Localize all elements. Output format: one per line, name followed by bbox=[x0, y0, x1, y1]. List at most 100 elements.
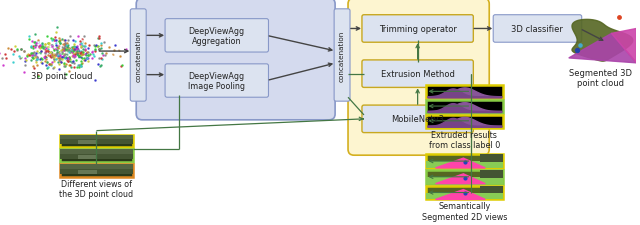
Point bbox=[22, 58, 33, 61]
Point bbox=[116, 64, 127, 68]
Point bbox=[110, 45, 120, 48]
Point bbox=[30, 56, 40, 59]
Point bbox=[44, 42, 54, 46]
Point bbox=[57, 57, 67, 61]
Point bbox=[50, 63, 60, 67]
Bar bbox=[60, 164, 133, 177]
Point bbox=[63, 70, 74, 73]
Point bbox=[67, 48, 77, 51]
Point bbox=[42, 48, 52, 52]
Point bbox=[116, 65, 126, 68]
Point bbox=[90, 50, 100, 53]
Point bbox=[54, 40, 64, 44]
Bar bbox=[426, 86, 503, 99]
Bar bbox=[426, 170, 503, 184]
Bar bbox=[60, 164, 133, 169]
Point bbox=[29, 33, 40, 36]
Point bbox=[26, 52, 36, 56]
Point bbox=[0, 57, 6, 61]
Point bbox=[31, 42, 42, 45]
Point bbox=[59, 48, 69, 51]
Point bbox=[94, 37, 104, 40]
Point bbox=[60, 63, 70, 67]
Point bbox=[59, 48, 69, 52]
Point bbox=[51, 42, 61, 45]
Point bbox=[36, 61, 47, 64]
Point bbox=[76, 65, 86, 69]
Point bbox=[40, 48, 50, 52]
Point bbox=[20, 59, 31, 63]
Point bbox=[63, 60, 73, 63]
Bar bbox=[60, 155, 133, 159]
Point bbox=[96, 64, 106, 68]
Point bbox=[60, 45, 70, 49]
Point bbox=[56, 49, 66, 52]
FancyBboxPatch shape bbox=[131, 10, 146, 102]
Point bbox=[78, 51, 88, 55]
Point bbox=[29, 41, 40, 45]
Bar bbox=[60, 169, 133, 174]
Bar bbox=[60, 150, 133, 162]
Point bbox=[3, 47, 13, 51]
Point bbox=[36, 50, 46, 53]
Point bbox=[58, 56, 68, 59]
Point bbox=[73, 51, 83, 55]
Point bbox=[36, 45, 46, 49]
Point bbox=[24, 54, 34, 58]
Point bbox=[57, 49, 67, 52]
Point bbox=[47, 44, 57, 47]
Point bbox=[69, 43, 79, 46]
Point bbox=[69, 66, 79, 70]
Point bbox=[77, 45, 87, 49]
Point bbox=[26, 46, 36, 50]
Point bbox=[26, 63, 36, 67]
Point bbox=[87, 50, 97, 54]
Point bbox=[72, 47, 82, 51]
Point bbox=[60, 47, 70, 50]
Point bbox=[63, 49, 74, 52]
Point bbox=[29, 51, 39, 54]
Point bbox=[72, 66, 82, 70]
Point bbox=[57, 51, 67, 54]
Point bbox=[45, 64, 56, 68]
Bar bbox=[480, 170, 503, 178]
Point bbox=[19, 50, 29, 54]
Point bbox=[70, 55, 80, 58]
Point bbox=[40, 55, 51, 58]
Point bbox=[45, 51, 56, 54]
Point bbox=[19, 50, 29, 53]
Point bbox=[54, 55, 65, 59]
Point bbox=[78, 53, 88, 56]
Point bbox=[52, 47, 63, 50]
Point bbox=[59, 54, 69, 58]
Point bbox=[45, 51, 55, 54]
Point bbox=[93, 35, 104, 39]
Point bbox=[460, 192, 470, 196]
Point bbox=[52, 43, 63, 47]
Point bbox=[83, 59, 93, 63]
Point bbox=[9, 50, 19, 54]
Point bbox=[45, 45, 56, 48]
Point bbox=[33, 39, 43, 42]
Point bbox=[64, 56, 74, 59]
Point bbox=[65, 51, 76, 54]
Point bbox=[58, 43, 68, 47]
Point bbox=[60, 48, 70, 51]
Point bbox=[51, 39, 61, 43]
Bar bbox=[426, 177, 503, 184]
Point bbox=[48, 68, 58, 72]
Point bbox=[48, 56, 58, 60]
Point bbox=[64, 47, 74, 50]
Point bbox=[35, 52, 45, 56]
Point bbox=[52, 51, 63, 54]
Point bbox=[28, 52, 38, 56]
Point bbox=[60, 65, 70, 68]
Point bbox=[28, 54, 38, 58]
Point bbox=[90, 48, 100, 52]
Point bbox=[87, 51, 97, 55]
Point bbox=[46, 55, 56, 59]
Text: MobileNetv3: MobileNetv3 bbox=[391, 115, 444, 124]
Point bbox=[76, 52, 86, 56]
FancyBboxPatch shape bbox=[165, 65, 269, 98]
Point bbox=[29, 48, 40, 52]
